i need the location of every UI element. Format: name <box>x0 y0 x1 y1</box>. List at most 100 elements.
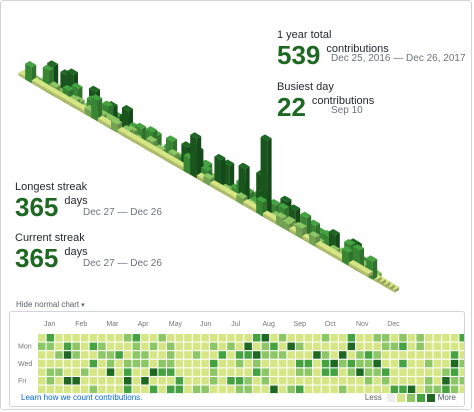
day-cell[interactable] <box>210 385 218 394</box>
day-cell[interactable] <box>167 377 175 385</box>
day-cell[interactable] <box>321 368 330 376</box>
day-cell[interactable] <box>373 342 381 351</box>
day-cell[interactable] <box>339 359 347 368</box>
day-cell[interactable] <box>450 368 459 376</box>
day-cell[interactable] <box>287 368 295 376</box>
day-cell[interactable] <box>98 368 106 376</box>
day-cell[interactable] <box>98 351 106 359</box>
day-cell[interactable] <box>46 368 55 376</box>
day-cell[interactable] <box>425 385 433 394</box>
day-cell[interactable] <box>364 385 373 394</box>
day-cell[interactable] <box>330 351 338 359</box>
day-cell[interactable] <box>287 342 295 351</box>
day-cell[interactable] <box>287 385 295 394</box>
day-cell[interactable] <box>253 342 261 351</box>
day-cell[interactable] <box>321 351 330 359</box>
day-cell[interactable] <box>356 368 364 376</box>
day-cell[interactable] <box>287 377 295 385</box>
day-cell[interactable] <box>425 334 433 342</box>
day-cell[interactable] <box>425 359 433 368</box>
day-cell[interactable] <box>313 342 321 351</box>
day-cell[interactable] <box>227 359 235 368</box>
day-cell[interactable] <box>287 359 295 368</box>
day-cell[interactable] <box>89 334 98 342</box>
day-cell[interactable] <box>149 368 158 376</box>
day-cell[interactable] <box>81 351 89 359</box>
day-cell[interactable] <box>330 359 338 368</box>
day-cell[interactable] <box>89 377 98 385</box>
day-cell[interactable] <box>210 351 218 359</box>
day-cell[interactable] <box>442 385 450 394</box>
day-cell[interactable] <box>210 334 218 342</box>
day-cell[interactable] <box>459 334 464 342</box>
day-cell[interactable] <box>158 342 166 351</box>
day-cell[interactable] <box>364 351 373 359</box>
day-cell[interactable] <box>218 342 227 351</box>
day-cell[interactable] <box>175 359 184 368</box>
day-cell[interactable] <box>347 385 356 394</box>
day-cell[interactable] <box>261 351 270 359</box>
day-cell[interactable] <box>373 377 381 385</box>
day-cell[interactable] <box>278 351 287 359</box>
day-cell[interactable] <box>184 351 192 359</box>
day-cell[interactable] <box>218 359 227 368</box>
day-cell[interactable] <box>373 368 381 376</box>
day-cell[interactable] <box>347 334 356 342</box>
day-cell[interactable] <box>38 342 46 351</box>
day-cell[interactable] <box>356 359 364 368</box>
day-cell[interactable] <box>442 351 450 359</box>
day-cell[interactable] <box>364 377 373 385</box>
day-cell[interactable] <box>235 385 244 394</box>
day-cell[interactable] <box>235 377 244 385</box>
day-cell[interactable] <box>115 377 123 385</box>
day-cell[interactable] <box>63 385 72 394</box>
day-cell[interactable] <box>296 351 304 359</box>
day-cell[interactable] <box>442 342 450 351</box>
day-cell[interactable] <box>416 368 424 376</box>
day-cell[interactable] <box>124 351 132 359</box>
day-cell[interactable] <box>72 377 80 385</box>
day-cell[interactable] <box>399 359 407 368</box>
day-cell[interactable] <box>330 368 338 376</box>
day-cell[interactable] <box>72 368 80 376</box>
day-cell[interactable] <box>115 359 123 368</box>
day-cell[interactable] <box>244 377 252 385</box>
day-cell[interactable] <box>459 359 464 368</box>
day-cell[interactable] <box>313 368 321 376</box>
day-cell[interactable] <box>175 342 184 351</box>
day-cell[interactable] <box>433 377 442 385</box>
day-cell[interactable] <box>244 334 252 342</box>
day-cell[interactable] <box>89 368 98 376</box>
day-cell[interactable] <box>175 351 184 359</box>
day-cell[interactable] <box>304 385 313 394</box>
day-cell[interactable] <box>364 342 373 351</box>
day-cell[interactable] <box>304 342 313 351</box>
day-cell[interactable] <box>72 385 80 394</box>
day-cell[interactable] <box>425 351 433 359</box>
day-cell[interactable] <box>382 359 390 368</box>
day-cell[interactable] <box>63 368 72 376</box>
hide-normal-chart-toggle[interactable]: Hide normal chart ▾ <box>16 300 85 309</box>
day-cell[interactable] <box>167 385 175 394</box>
day-cell[interactable] <box>72 342 80 351</box>
day-cell[interactable] <box>38 377 46 385</box>
day-cell[interactable] <box>339 334 347 342</box>
day-cell[interactable] <box>407 342 416 351</box>
day-cell[interactable] <box>450 334 459 342</box>
day-cell[interactable] <box>184 359 192 368</box>
day-cell[interactable] <box>373 334 381 342</box>
day-cell[interactable] <box>192 359 201 368</box>
day-cell[interactable] <box>184 368 192 376</box>
day-cell[interactable] <box>184 334 192 342</box>
day-cell[interactable] <box>149 334 158 342</box>
day-cell[interactable] <box>287 334 295 342</box>
day-cell[interactable] <box>132 368 141 376</box>
day-cell[interactable] <box>38 359 46 368</box>
day-cell[interactable] <box>347 351 356 359</box>
day-cell[interactable] <box>175 377 184 385</box>
day-cell[interactable] <box>218 385 227 394</box>
day-cell[interactable] <box>132 359 141 368</box>
day-cell[interactable] <box>55 342 63 351</box>
day-cell[interactable] <box>347 377 356 385</box>
day-cell[interactable] <box>63 351 72 359</box>
